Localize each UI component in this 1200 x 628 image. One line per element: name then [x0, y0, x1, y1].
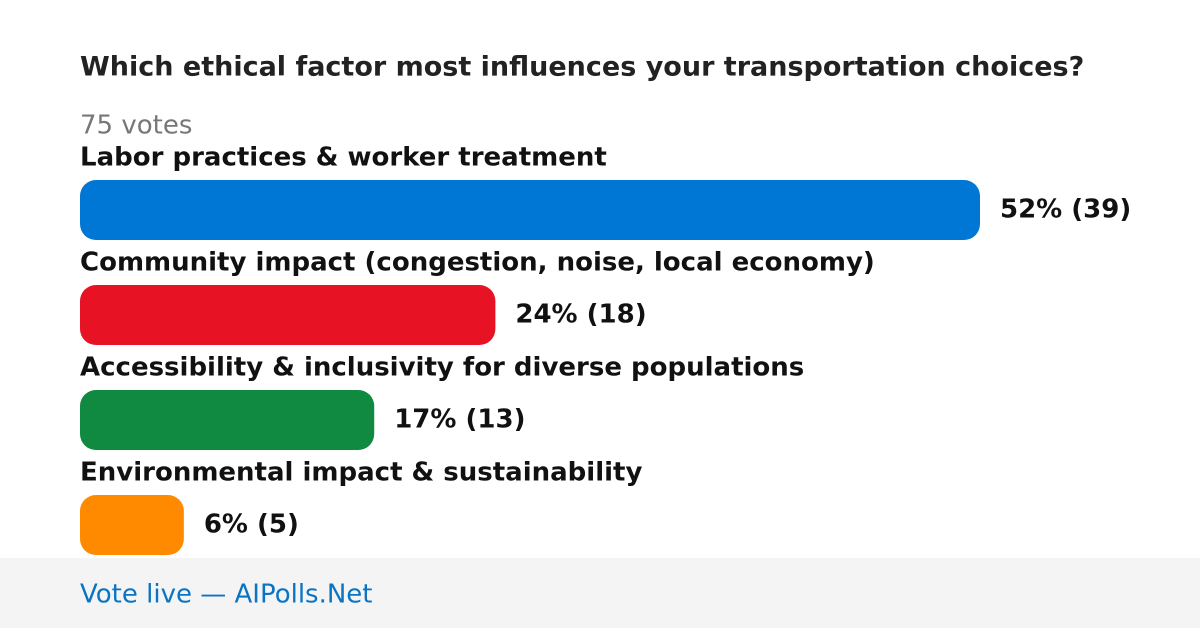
poll-title: Which ethical factor most influences you… — [80, 52, 1084, 83]
option-label: Accessibility & inclusivity for diverse … — [80, 353, 804, 383]
value-label: 6% (5) — [204, 510, 299, 540]
value-label: 24% (18) — [515, 300, 646, 330]
footer-band — [0, 558, 1200, 628]
option-label: Labor practices & worker treatment — [80, 143, 607, 173]
footer-link[interactable]: Vote live — AIPolls.Net — [80, 580, 373, 610]
bar — [80, 285, 496, 345]
option-label: Environmental impact & sustainability — [80, 458, 642, 488]
bar — [80, 180, 980, 240]
vote-count: 75 votes — [80, 111, 192, 141]
value-label: 52% (39) — [1000, 195, 1131, 225]
bar — [80, 495, 184, 555]
bar — [80, 390, 375, 450]
value-label: 17% (13) — [394, 405, 525, 435]
option-label: Community impact (congestion, noise, loc… — [80, 248, 875, 278]
